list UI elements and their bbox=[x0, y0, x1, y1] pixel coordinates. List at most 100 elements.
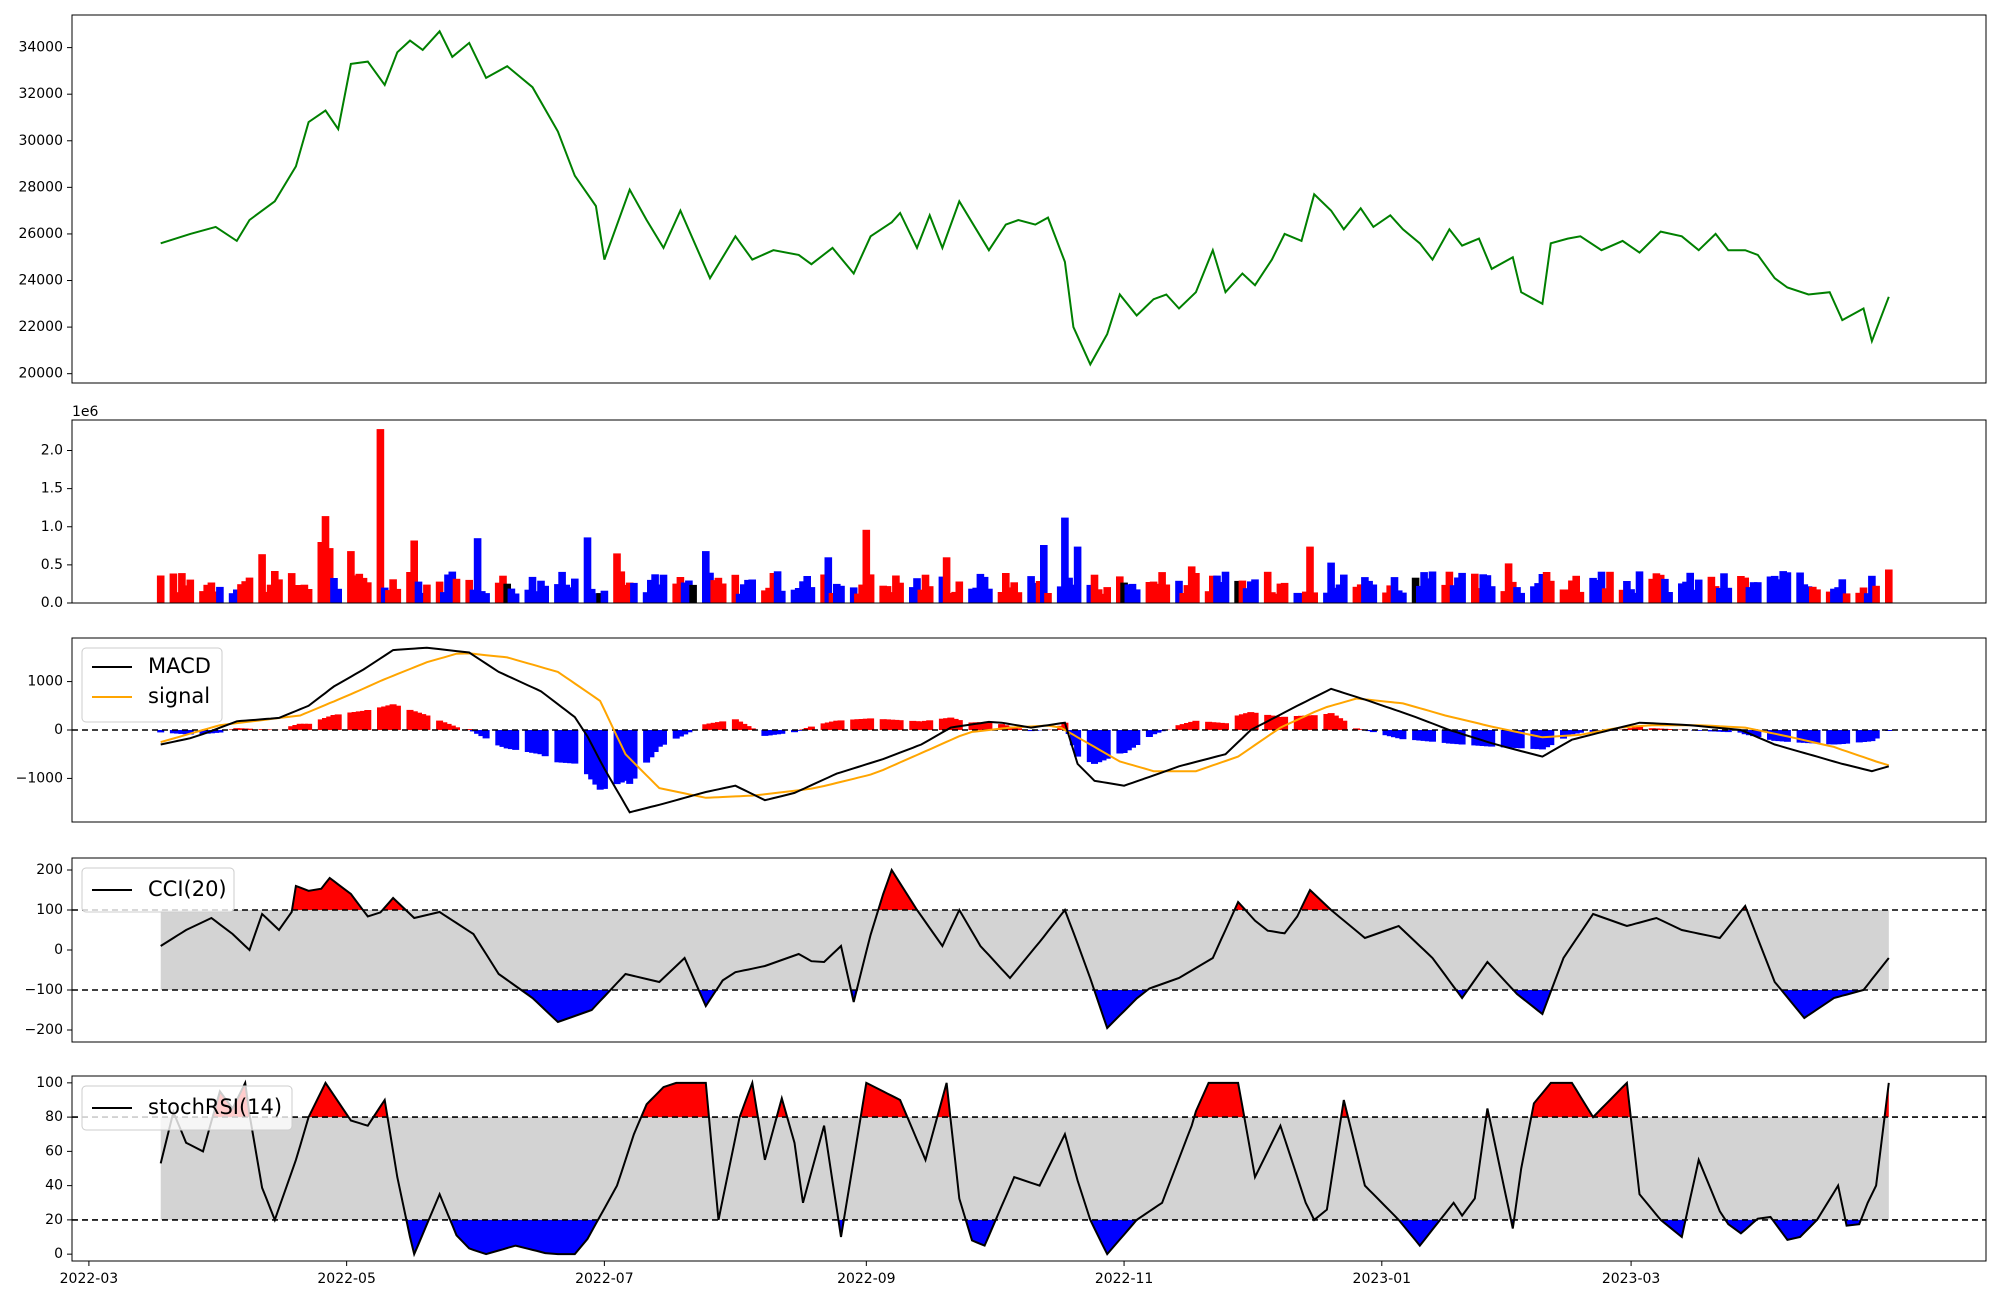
macd-histogram-bar bbox=[820, 723, 828, 730]
macd-histogram-bar bbox=[1627, 728, 1635, 730]
macd-histogram-bar bbox=[1302, 715, 1310, 730]
volume-bar bbox=[1606, 571, 1614, 603]
volume-bar bbox=[617, 571, 626, 603]
macd-histogram-bar bbox=[562, 730, 570, 763]
macd-histogram-bar bbox=[1010, 727, 1018, 730]
volume-bar bbox=[1352, 586, 1361, 603]
volume-bar bbox=[1656, 574, 1665, 603]
volume-bar bbox=[1631, 592, 1640, 603]
macd-histogram-bar bbox=[1150, 730, 1158, 735]
macd-histogram-bar bbox=[647, 730, 655, 758]
macd-histogram-bar bbox=[541, 730, 549, 757]
overbought-fill bbox=[1194, 1082, 1245, 1118]
y-tick-label: 0.5 bbox=[41, 557, 63, 573]
macd-histogram-bar bbox=[1382, 730, 1390, 736]
volume-bar bbox=[262, 591, 271, 603]
volume-bar bbox=[837, 585, 845, 603]
volume-bar bbox=[571, 578, 579, 603]
volume-bar bbox=[1386, 585, 1394, 603]
volume-bar bbox=[710, 580, 718, 603]
macd-histogram-bar bbox=[1809, 730, 1817, 744]
volume-bar bbox=[1128, 583, 1137, 603]
volume-bar bbox=[1724, 587, 1733, 603]
macd-histogram-bar bbox=[377, 707, 384, 730]
macd-line bbox=[160, 646, 1890, 814]
volume-bar bbox=[1327, 562, 1335, 603]
macd-histogram-bar bbox=[1868, 730, 1876, 742]
macd-histogram-bar bbox=[237, 728, 245, 730]
volume-bar bbox=[1365, 580, 1373, 603]
volume-bar bbox=[778, 590, 786, 603]
volume-bar bbox=[680, 582, 689, 603]
volume-bar bbox=[1454, 577, 1462, 603]
volume-bar bbox=[203, 584, 211, 603]
macd-histogram-bar bbox=[1458, 730, 1466, 745]
macd-histogram-bar bbox=[1454, 730, 1462, 745]
macd-histogram-bar bbox=[1805, 730, 1813, 744]
volume-bar bbox=[896, 582, 904, 603]
macd-histogram-bar bbox=[347, 712, 355, 730]
macd-histogram-bar bbox=[1184, 723, 1191, 730]
y-tick-label: 34000 bbox=[18, 40, 63, 56]
macd-histogram-bar bbox=[1636, 726, 1644, 730]
volume-bar bbox=[1542, 572, 1551, 603]
volume-bar bbox=[1479, 574, 1487, 603]
legend-label: stochRSI(14) bbox=[148, 1095, 282, 1119]
volume-bar bbox=[241, 581, 249, 603]
volume-bar bbox=[887, 592, 896, 603]
legend-label-macd: MACD bbox=[148, 654, 211, 678]
macd-histogram-bar bbox=[169, 730, 177, 734]
volume-bar bbox=[1238, 580, 1247, 603]
volume-bar bbox=[228, 593, 237, 603]
macd-histogram-bar bbox=[300, 723, 308, 730]
macd-histogram-bar bbox=[892, 719, 900, 730]
y-tick-label: 0.0 bbox=[41, 595, 63, 611]
volume-bar bbox=[735, 593, 744, 603]
macd-histogram-bar bbox=[922, 720, 929, 730]
macd-histogram-bar bbox=[1243, 713, 1251, 730]
volume-bar bbox=[1094, 589, 1103, 603]
volume-bar bbox=[765, 587, 773, 603]
volume-bar bbox=[393, 588, 402, 603]
oversold-fill bbox=[1398, 1219, 1441, 1246]
volume-bar bbox=[1770, 575, 1779, 603]
volume-bar bbox=[1247, 581, 1255, 603]
volume-bar bbox=[275, 579, 283, 603]
volume-bar bbox=[1872, 585, 1880, 603]
macd-histogram-bar bbox=[1281, 716, 1289, 730]
volume-bar bbox=[803, 576, 811, 603]
volume-bar bbox=[1394, 590, 1403, 603]
macd-histogram-bar bbox=[626, 730, 634, 784]
volume-bar bbox=[1648, 578, 1656, 603]
macd-histogram-bar bbox=[1103, 730, 1111, 759]
macd-histogram-bar bbox=[419, 714, 427, 730]
volume-bar bbox=[1035, 581, 1044, 603]
volume-bar bbox=[1040, 545, 1048, 603]
panel-frame bbox=[71, 857, 1987, 1043]
volume-bar bbox=[761, 590, 769, 603]
macd-histogram-bar bbox=[676, 730, 684, 737]
volume-bar bbox=[862, 529, 871, 603]
volume-bar bbox=[478, 591, 486, 603]
volume-bar bbox=[1044, 593, 1052, 603]
macd-histogram-bar bbox=[326, 716, 334, 730]
macd-histogram-bar bbox=[613, 730, 621, 785]
volume-bar bbox=[440, 592, 448, 603]
macd-histogram-bar bbox=[655, 730, 663, 747]
volume-bar bbox=[325, 548, 334, 603]
macd-histogram-bar bbox=[322, 718, 329, 730]
macd-histogram-bar bbox=[1386, 730, 1394, 737]
volume-bar bbox=[558, 571, 566, 603]
macd-histogram-bar bbox=[1707, 730, 1715, 732]
volume-bar bbox=[651, 574, 659, 603]
volume-bar bbox=[917, 589, 926, 603]
macd-histogram-bar bbox=[1530, 730, 1538, 749]
macd-histogram-bar bbox=[850, 719, 858, 730]
volume-bar bbox=[1323, 592, 1331, 603]
y-tick-label: 1.0 bbox=[41, 519, 63, 535]
volume-bar bbox=[583, 537, 592, 603]
volume-bar bbox=[482, 593, 490, 603]
macd-histogram-bar bbox=[1306, 715, 1314, 730]
volume-bar bbox=[1124, 584, 1133, 603]
volume-bar bbox=[1272, 593, 1280, 603]
